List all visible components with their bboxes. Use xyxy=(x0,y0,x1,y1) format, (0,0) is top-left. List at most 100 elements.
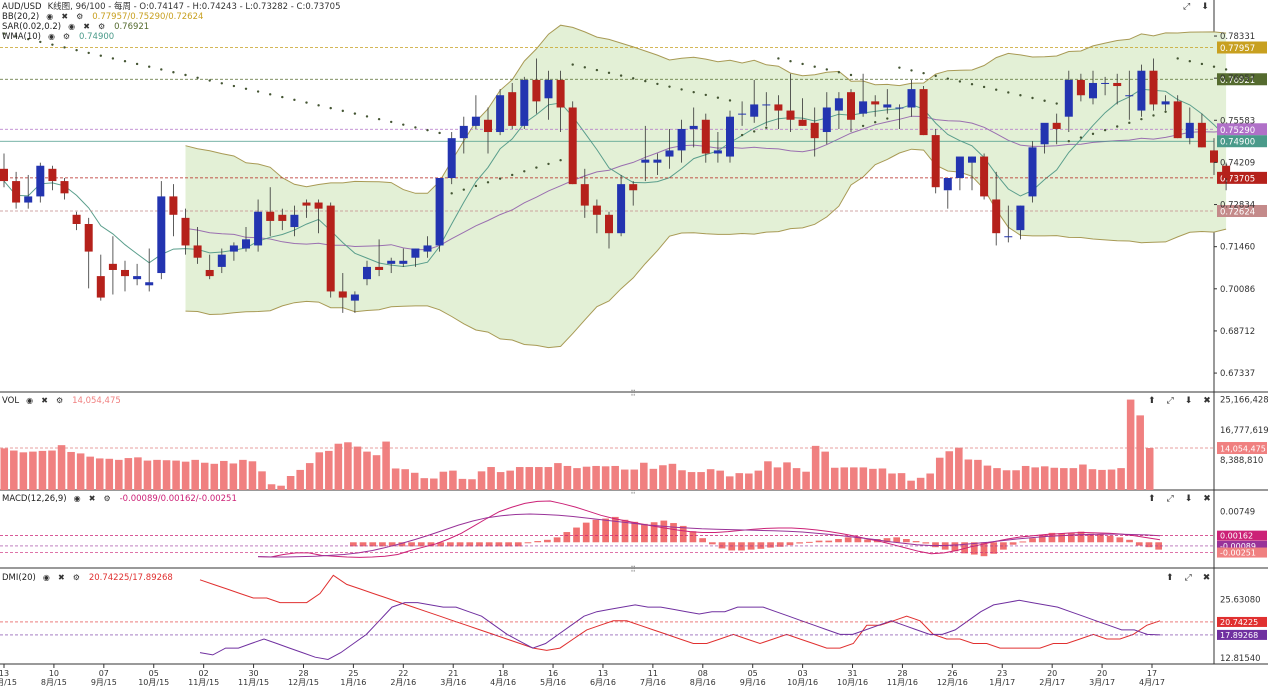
macd-histogram-bar xyxy=(932,542,939,548)
sar-dot xyxy=(619,74,623,77)
volume-bar xyxy=(687,472,696,490)
eye-icon[interactable]: ◉ xyxy=(73,494,81,503)
eye-icon[interactable]: ◉ xyxy=(26,396,34,405)
macd-histogram-bar xyxy=(1155,542,1162,550)
close-icon[interactable]: ✖ xyxy=(1202,573,1211,583)
sar-dot xyxy=(970,83,974,86)
up-arrow-icon[interactable]: ⬆ xyxy=(1148,396,1156,406)
sar-dot xyxy=(353,112,357,115)
macd-histogram-bar xyxy=(350,542,357,547)
x-axis-day-label: 25 xyxy=(348,669,358,678)
main-panel-controls: ⤢ ⬇ xyxy=(1183,2,1209,12)
volume-bar xyxy=(305,463,314,490)
volume-bar xyxy=(620,469,629,490)
macd-histogram-bar xyxy=(1106,535,1114,543)
sar-dot xyxy=(1188,60,1192,63)
volume-bar xyxy=(363,451,371,490)
gear-icon[interactable]: ⚙ xyxy=(97,22,106,31)
resize-handle-icon: ⠿ xyxy=(630,487,636,496)
candle-body xyxy=(895,107,904,109)
macd-histogram-bar xyxy=(1126,539,1133,543)
expand-icon[interactable]: ⤢ xyxy=(1183,2,1191,12)
gear-icon[interactable]: ⚙ xyxy=(72,573,80,582)
macd-histogram-bar xyxy=(602,518,609,543)
macd-histogram-bar xyxy=(611,516,619,543)
sar-dot xyxy=(728,99,732,102)
macd-histogram-bar xyxy=(728,542,736,551)
candle-body xyxy=(605,214,613,234)
candle-body xyxy=(278,214,287,221)
macd-axis-label: 0.00749 xyxy=(1220,508,1255,518)
sar-dot xyxy=(1224,68,1228,71)
sar-dot xyxy=(1007,91,1010,94)
close-icon[interactable]: ✖ xyxy=(88,494,96,503)
x-axis-month-label: 2月/17 xyxy=(1039,678,1065,686)
close-icon[interactable]: ✖ xyxy=(83,22,90,31)
sar-dot xyxy=(1055,102,1058,105)
macd-histogram-bar xyxy=(447,542,454,547)
gear-icon[interactable]: ⚙ xyxy=(56,396,64,405)
volume-bar xyxy=(124,458,133,490)
indicator-row-wma: WMA(10) ◉ ⚙ 0.74900 xyxy=(2,32,341,42)
down-arrow-icon[interactable]: ⬇ xyxy=(1201,2,1209,12)
macd-panel-controls: ⬆ ⤢ ⬇ ✖ xyxy=(1148,494,1211,504)
gear-icon[interactable]: ⚙ xyxy=(76,12,84,21)
candle-body xyxy=(1016,205,1025,231)
close-icon[interactable]: ✖ xyxy=(1203,396,1211,406)
candle-body xyxy=(665,150,674,157)
sar-dot xyxy=(305,101,308,104)
volume-bar xyxy=(601,466,610,490)
macd-histogram-bar xyxy=(505,542,512,547)
candle-body xyxy=(48,168,57,182)
eye-icon[interactable]: ◉ xyxy=(68,22,76,31)
down-arrow-icon[interactable]: ⬇ xyxy=(1184,494,1193,504)
volume-bar xyxy=(95,458,104,490)
sar-dot xyxy=(1116,125,1119,128)
eye-icon[interactable]: ◉ xyxy=(48,32,55,41)
volume-bar xyxy=(401,469,409,490)
eye-icon[interactable]: ◉ xyxy=(42,573,50,582)
close-icon[interactable]: ✖ xyxy=(57,573,65,582)
candle-body xyxy=(1064,79,1073,117)
close-icon[interactable]: ✖ xyxy=(61,12,69,21)
gear-icon[interactable]: ⚙ xyxy=(62,32,71,41)
macd-histogram-bar xyxy=(893,537,901,543)
x-axis-day-label: 23 xyxy=(997,669,1007,678)
sar-dot xyxy=(1212,65,1216,68)
candle-body xyxy=(919,89,928,136)
close-icon[interactable]: ✖ xyxy=(41,396,48,405)
macd-histogram-bar xyxy=(738,542,745,551)
volume-bar xyxy=(544,467,553,490)
up-arrow-icon[interactable]: ⬆ xyxy=(1148,494,1156,504)
volume-bar xyxy=(716,470,724,490)
candle-body xyxy=(1040,122,1049,145)
volume-bar xyxy=(105,458,114,490)
panel-value: 14,054,475 xyxy=(72,396,121,406)
x-axis-month-label: 10月/16 xyxy=(787,678,818,686)
expand-icon[interactable]: ⤢ xyxy=(1184,573,1192,583)
sar-dot xyxy=(474,184,478,188)
close-icon[interactable]: ✖ xyxy=(1203,494,1211,504)
expand-icon[interactable]: ⤢ xyxy=(1166,396,1174,406)
dmi-panel-controls: ⬆ ⤢ ✖ xyxy=(1166,573,1210,583)
candle-body xyxy=(1028,147,1037,197)
candle-body xyxy=(992,199,1001,234)
up-arrow-icon[interactable]: ⬆ xyxy=(1166,573,1174,583)
candle-body xyxy=(205,269,214,277)
eye-icon[interactable]: ◉ xyxy=(46,12,54,21)
candle-body xyxy=(943,178,952,191)
x-axis-month-label: 10月/15 xyxy=(138,678,169,686)
wma-line xyxy=(3,88,1227,268)
gear-icon[interactable]: ⚙ xyxy=(103,494,111,503)
candle-body xyxy=(798,119,807,126)
sar-dot xyxy=(1091,132,1095,136)
candle-body xyxy=(592,205,601,215)
sar-dot xyxy=(27,37,30,41)
candle-body xyxy=(181,217,190,246)
x-axis-day-label: 30 xyxy=(248,669,258,678)
expand-icon[interactable]: ⤢ xyxy=(1166,494,1174,504)
down-arrow-icon[interactable]: ⬇ xyxy=(1184,396,1193,406)
volume-bar xyxy=(67,451,75,490)
volume-bar xyxy=(10,450,18,490)
